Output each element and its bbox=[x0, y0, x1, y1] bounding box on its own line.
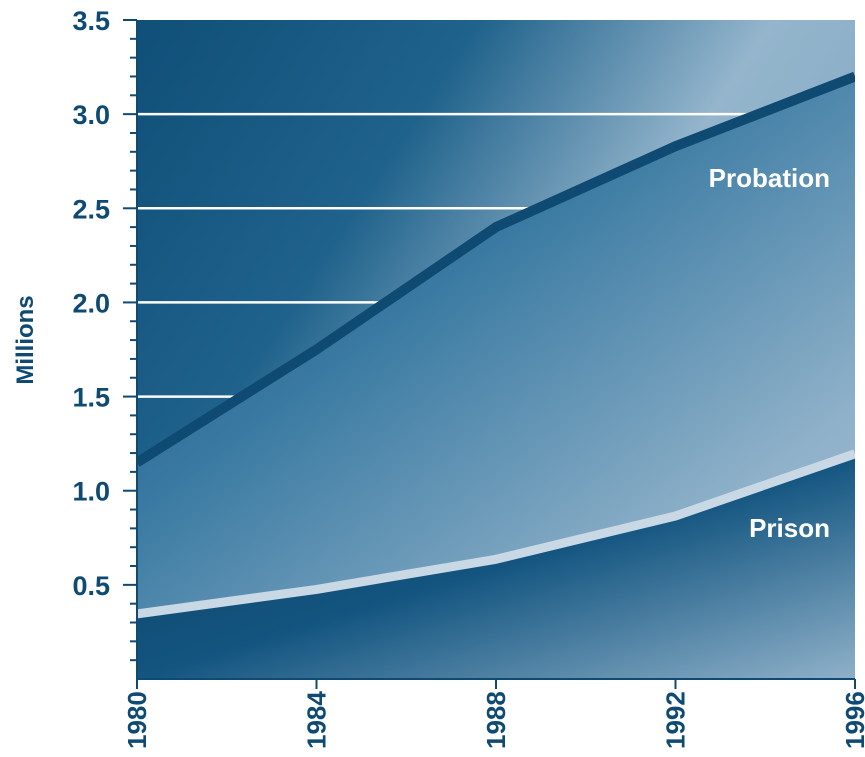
y-tick-label: 1.5 bbox=[72, 383, 110, 413]
y-axis-title: Millions bbox=[12, 295, 39, 384]
y-tick-label: 1.0 bbox=[72, 477, 110, 507]
y-axis: 0.5 1.0 1.5 2.0 2.5 3.0 3.5 bbox=[72, 6, 138, 679]
x-axis: 1980 1984 1988 1992 1996 bbox=[122, 678, 865, 749]
probation-series-line bbox=[137, 71, 855, 467]
plot-area bbox=[137, 20, 855, 679]
series-label-probation: Probation bbox=[709, 163, 830, 193]
x-tick-label: 1992 bbox=[661, 691, 691, 749]
y-tick-label: 3.0 bbox=[72, 100, 110, 130]
x-tick-label: 1984 bbox=[302, 691, 332, 749]
series-label-prison: Prison bbox=[749, 513, 830, 543]
y-tick-label: 2.0 bbox=[72, 288, 110, 318]
y-tick-label: 0.5 bbox=[72, 571, 110, 601]
x-tick-label: 1996 bbox=[840, 691, 865, 749]
prison-area bbox=[137, 456, 855, 679]
y-tick-label: 3.5 bbox=[72, 6, 110, 36]
x-tick-label: 1980 bbox=[122, 691, 152, 749]
prison-series-line bbox=[137, 449, 855, 619]
x-tick-label: 1988 bbox=[481, 691, 511, 749]
y-tick-label: 2.5 bbox=[72, 194, 110, 224]
